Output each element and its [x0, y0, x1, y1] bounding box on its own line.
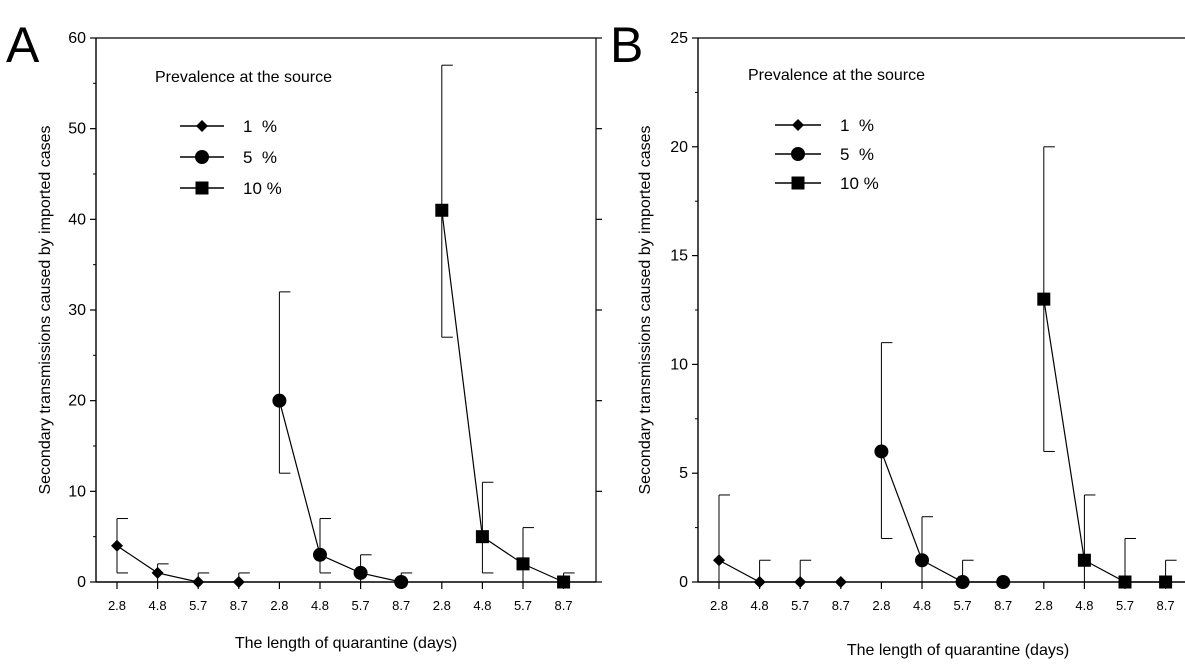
legend-marker [792, 119, 804, 131]
data-point [1159, 575, 1173, 589]
x-tick-label: 5.7 [189, 598, 207, 613]
x-tick-label: 8.7 [555, 598, 573, 613]
x-tick-label: 2.8 [1035, 598, 1053, 613]
x-tick-label: 5.7 [954, 598, 972, 613]
data-point [915, 553, 929, 568]
panel-a: A 0 10 20 30 40 50 60 2.8 4.8 5.7 8.7 2.8 4.8 5.7 8.7 2.… [6, 17, 602, 652]
x-tick-label: 2.8 [710, 598, 728, 613]
y-axis-title: Secondary transmissions caused by import… [37, 125, 54, 494]
legend-label: 1 % [243, 117, 277, 136]
x-tick-label: 4.8 [149, 598, 167, 613]
data-point [353, 565, 368, 580]
y-tick-label: 10 [68, 483, 86, 500]
x-tick-label: 4.8 [1075, 598, 1093, 613]
data-point [192, 576, 205, 588]
x-tick-label: 2.8 [108, 598, 126, 613]
x-tick-label: 4.8 [751, 598, 769, 613]
x-axis-title: The length of quarantine (days) [235, 635, 457, 652]
x-tick-label: 8.7 [1157, 598, 1175, 613]
series-2 [1037, 146, 1177, 589]
legend-label: 10 % [840, 174, 879, 193]
y-tick-label: 60 [68, 30, 86, 47]
data-point [394, 575, 409, 589]
data-point [753, 576, 766, 588]
data-point [794, 576, 807, 588]
legend: Prevalence at the source 1 % 5 % 10 % [155, 69, 332, 198]
data-point [834, 576, 847, 588]
data-point [313, 547, 327, 562]
legend: Prevalence at the source 1 % 5 % 10 % [748, 67, 925, 193]
y-tick-label: 20 [670, 139, 688, 156]
y-tick-label: 25 [670, 30, 688, 47]
series-0 [111, 518, 250, 588]
y-tick-label: 5 [679, 465, 688, 482]
x-tick-label: 2.8 [433, 598, 451, 613]
legend-marker [791, 147, 805, 161]
legend-label: 5 % [840, 145, 874, 164]
x-tick-label: 5.7 [352, 598, 370, 613]
y-tick-label: 0 [77, 574, 86, 591]
series-0 [713, 494, 847, 588]
data-point [713, 554, 725, 567]
data-point [557, 575, 571, 589]
legend-title: Prevalence at the source [748, 67, 925, 84]
legend-marker [195, 150, 209, 164]
data-point [1118, 575, 1132, 589]
series-1 [874, 342, 1011, 589]
y-tick-label: 15 [670, 248, 688, 265]
x-tick-label: 5.7 [791, 598, 809, 613]
series-line [278, 400, 402, 583]
data-point [272, 393, 287, 408]
legend-marker [195, 181, 209, 195]
data-point [1077, 553, 1091, 567]
data-point [874, 444, 889, 459]
data-point [435, 203, 449, 217]
series-line [1043, 299, 1166, 583]
y-tick-label: 50 [68, 121, 86, 138]
x-tick-label: 5.7 [1116, 598, 1134, 613]
x-tick-label: 4.8 [473, 598, 491, 613]
x-tick-label: 2.8 [872, 598, 890, 613]
y-tick-label: 20 [68, 393, 86, 410]
panel-letter: A [6, 17, 40, 73]
x-tick-label: 8.7 [994, 598, 1012, 613]
legend-marker [791, 176, 805, 190]
series-line [116, 545, 239, 583]
data-point [151, 566, 164, 579]
data-point [111, 539, 123, 552]
y-axis-title: Secondary transmissions caused by import… [637, 125, 654, 494]
x-tick-label: 4.8 [913, 598, 931, 613]
data-point [955, 575, 970, 589]
legend-label: 5 % [243, 148, 277, 167]
panel-b: B 0 5 10 15 20 25 2.8 4.8 5.7 8.7 2.8 4.8 5.7 8.7 2.8 4.… [610, 17, 1185, 659]
series-line [880, 451, 1004, 583]
x-tick-label: 8.7 [832, 598, 850, 613]
x-tick-label: 8.7 [230, 598, 248, 613]
y-tick-label: 30 [68, 302, 86, 319]
x-tick-label: 2.8 [270, 598, 288, 613]
series-line [441, 210, 564, 583]
data-point [996, 575, 1011, 589]
series-2 [435, 64, 575, 589]
y-tick-label: 0 [679, 574, 688, 591]
legend-label: 1 % [840, 116, 874, 135]
series-line [718, 559, 841, 583]
data-point [1037, 292, 1051, 306]
x-tick-label: 8.7 [392, 598, 410, 613]
legend-marker [196, 120, 208, 132]
panel-letter: B [610, 17, 643, 73]
series-1 [272, 291, 413, 589]
legend-label: 10 % [243, 179, 282, 198]
data-point [232, 576, 245, 588]
y-tick-label: 40 [68, 211, 86, 228]
x-axis-title: The length of quarantine (days) [847, 642, 1069, 659]
y-tick-label: 10 [670, 356, 688, 373]
data-point [516, 557, 530, 571]
x-tick-label: 4.8 [311, 598, 329, 613]
legend-title: Prevalence at the source [155, 69, 332, 86]
x-tick-label: 5.7 [514, 598, 532, 613]
data-point [475, 530, 489, 544]
